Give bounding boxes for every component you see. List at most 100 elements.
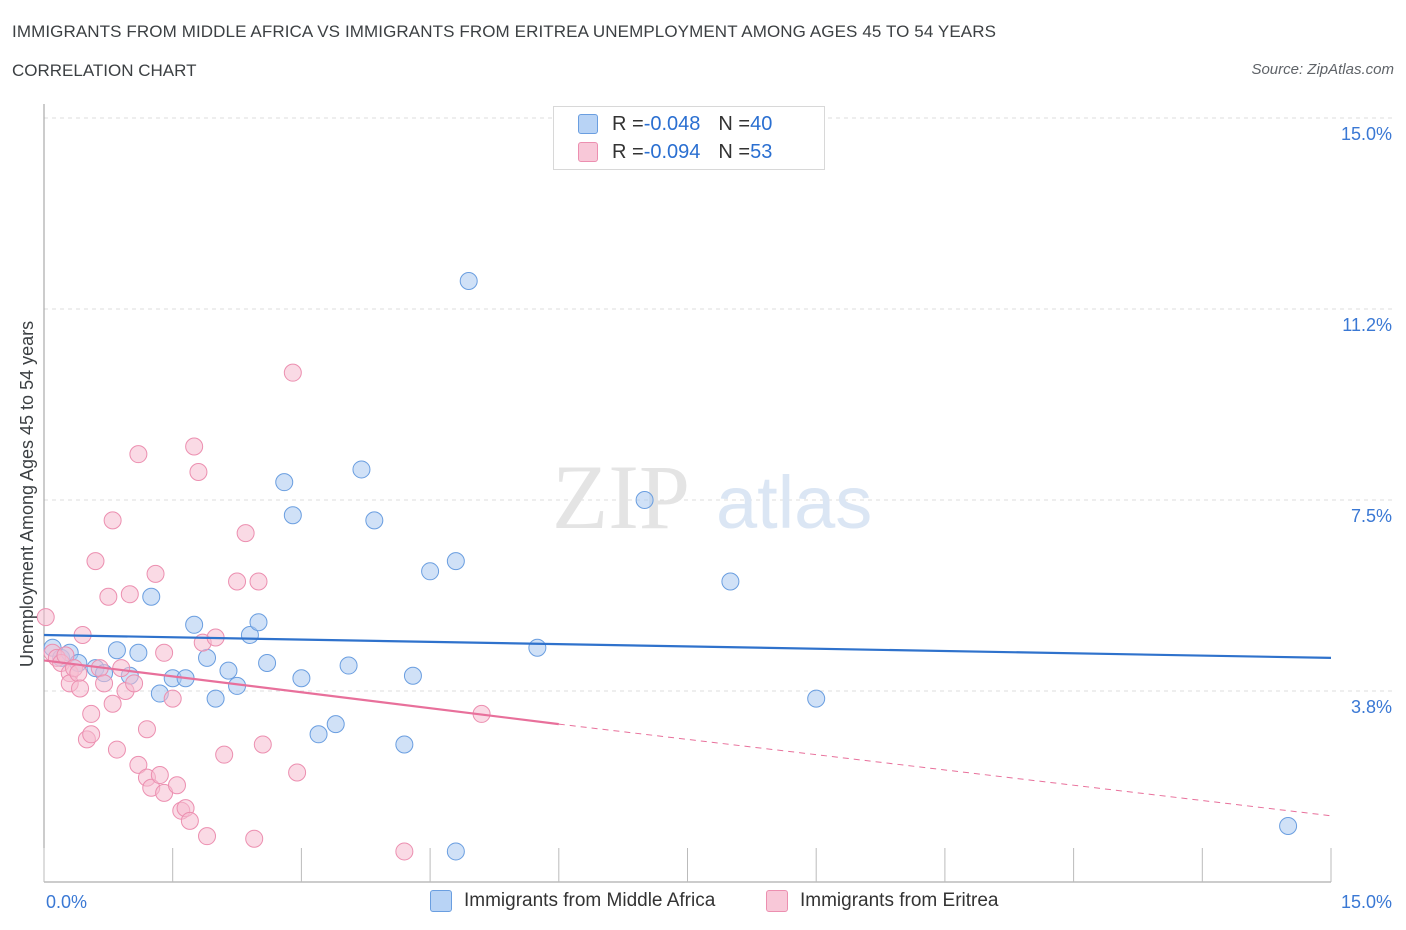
data-point: [309, 725, 328, 744]
data-point: [189, 462, 208, 481]
gridlines: [44, 117, 1392, 692]
data-point: [249, 572, 268, 591]
data-point: [185, 615, 204, 634]
data-point: [71, 679, 90, 698]
x-tick-label: 0.0%: [46, 892, 87, 912]
data-point: [129, 445, 148, 464]
data-point: [198, 648, 217, 667]
legend-r-value: -0.094: [643, 140, 701, 163]
data-point: [107, 641, 126, 660]
data-point: [446, 552, 465, 571]
legend-row-eritrea: R = -0.094 N = 53: [578, 140, 772, 164]
data-point: [163, 689, 182, 708]
trend-line-middle-africa: [43, 633, 1332, 659]
data-point: [395, 735, 414, 754]
legend-n-label: N =: [718, 140, 751, 163]
data-point: [82, 704, 101, 723]
data-point: [129, 643, 148, 662]
bottom-legend-eritrea: Immigrants from Eritrea: [766, 890, 998, 912]
data-point: [95, 674, 114, 693]
legend-r-label: R =: [612, 112, 644, 135]
legend-row-middle-africa: R = -0.048 N = 40: [578, 112, 772, 136]
data-point: [185, 437, 204, 456]
data-point: [275, 473, 294, 492]
legend-r-label: R =: [612, 140, 644, 163]
legend-r-value: -0.048: [643, 112, 701, 135]
bottom-swatch-blue: [430, 890, 452, 912]
data-point: [421, 562, 440, 581]
data-point: [36, 608, 55, 627]
watermark-atlas: atlas: [716, 461, 872, 544]
data-point: [253, 735, 272, 754]
y-tick-label: 3.8%: [1351, 697, 1392, 717]
data-point: [69, 664, 88, 683]
watermark-zip: ZIP: [552, 446, 690, 548]
trend-line-eritrea: [43, 659, 559, 726]
data-point: [459, 271, 478, 290]
trend-line-eritrea-extension: [558, 723, 1332, 817]
legend-swatch-pink: [578, 142, 598, 162]
series-eritrea: [36, 363, 491, 861]
data-point: [150, 766, 169, 785]
data-point: [352, 460, 371, 479]
bottom-legend-middle-africa: Immigrants from Middle Africa: [430, 890, 715, 912]
data-point: [228, 572, 247, 591]
data-point: [206, 689, 225, 708]
y-tick-label: 7.5%: [1351, 506, 1392, 526]
data-point: [326, 715, 345, 734]
series-middle-africa: [43, 271, 1298, 861]
data-point: [721, 572, 740, 591]
bottom-swatch-pink: [766, 890, 788, 912]
data-point: [155, 643, 174, 662]
data-point: [215, 745, 234, 764]
trend-lines: [43, 633, 1332, 817]
axes: [43, 104, 1332, 883]
legend-n-label: N =: [718, 112, 751, 135]
data-point: [125, 674, 144, 693]
data-point: [82, 725, 101, 744]
data-point: [103, 511, 122, 530]
data-point: [395, 842, 414, 861]
watermark: ZIP atlas: [552, 446, 872, 548]
data-point: [142, 587, 161, 606]
data-point: [86, 552, 105, 571]
data-point: [403, 666, 422, 685]
chart-title: IMMIGRANTS FROM MIDDLE AFRICA VS IMMIGRA…: [12, 22, 997, 41]
data-point: [283, 506, 302, 525]
data-point: [365, 511, 384, 530]
legend-swatch-blue: [578, 114, 598, 134]
correlation-legend: R = -0.048 N = 40 R = -0.094 N = 53: [553, 106, 825, 170]
data-point: [528, 638, 547, 657]
data-point: [180, 811, 199, 830]
data-point: [103, 694, 122, 713]
data-point: [236, 524, 255, 543]
x-tick-label: 15.0%: [1341, 892, 1392, 912]
data-point: [112, 659, 131, 678]
data-point: [283, 363, 302, 382]
data-point: [258, 653, 277, 672]
data-point: [292, 669, 311, 688]
data-point: [146, 564, 165, 583]
data-point: [245, 829, 264, 848]
legend-n-value: 40: [750, 112, 773, 135]
data-point: [1279, 816, 1298, 835]
data-point: [198, 827, 217, 846]
data-point: [249, 613, 268, 632]
y-tick-label: 11.2%: [1342, 315, 1392, 335]
data-point: [339, 656, 358, 675]
data-point: [635, 491, 654, 509]
data-point: [99, 587, 118, 606]
y-axis-label: Unemployment Among Ages 45 to 54 years: [17, 321, 37, 667]
data-point: [167, 776, 186, 795]
chart-subtitle: CORRELATION CHART: [12, 61, 197, 80]
tick-labels: 3.8% 7.5% 11.2% 15.0% 0.0% 15.0%: [46, 124, 1392, 912]
data-point: [137, 720, 156, 739]
data-point: [288, 763, 307, 782]
bottom-legend-label: Immigrants from Eritrea: [800, 890, 999, 911]
legend-n-value: 53: [750, 140, 773, 163]
data-point: [129, 755, 148, 774]
data-point: [120, 585, 139, 604]
data-point: [807, 689, 826, 708]
data-point: [107, 740, 126, 759]
